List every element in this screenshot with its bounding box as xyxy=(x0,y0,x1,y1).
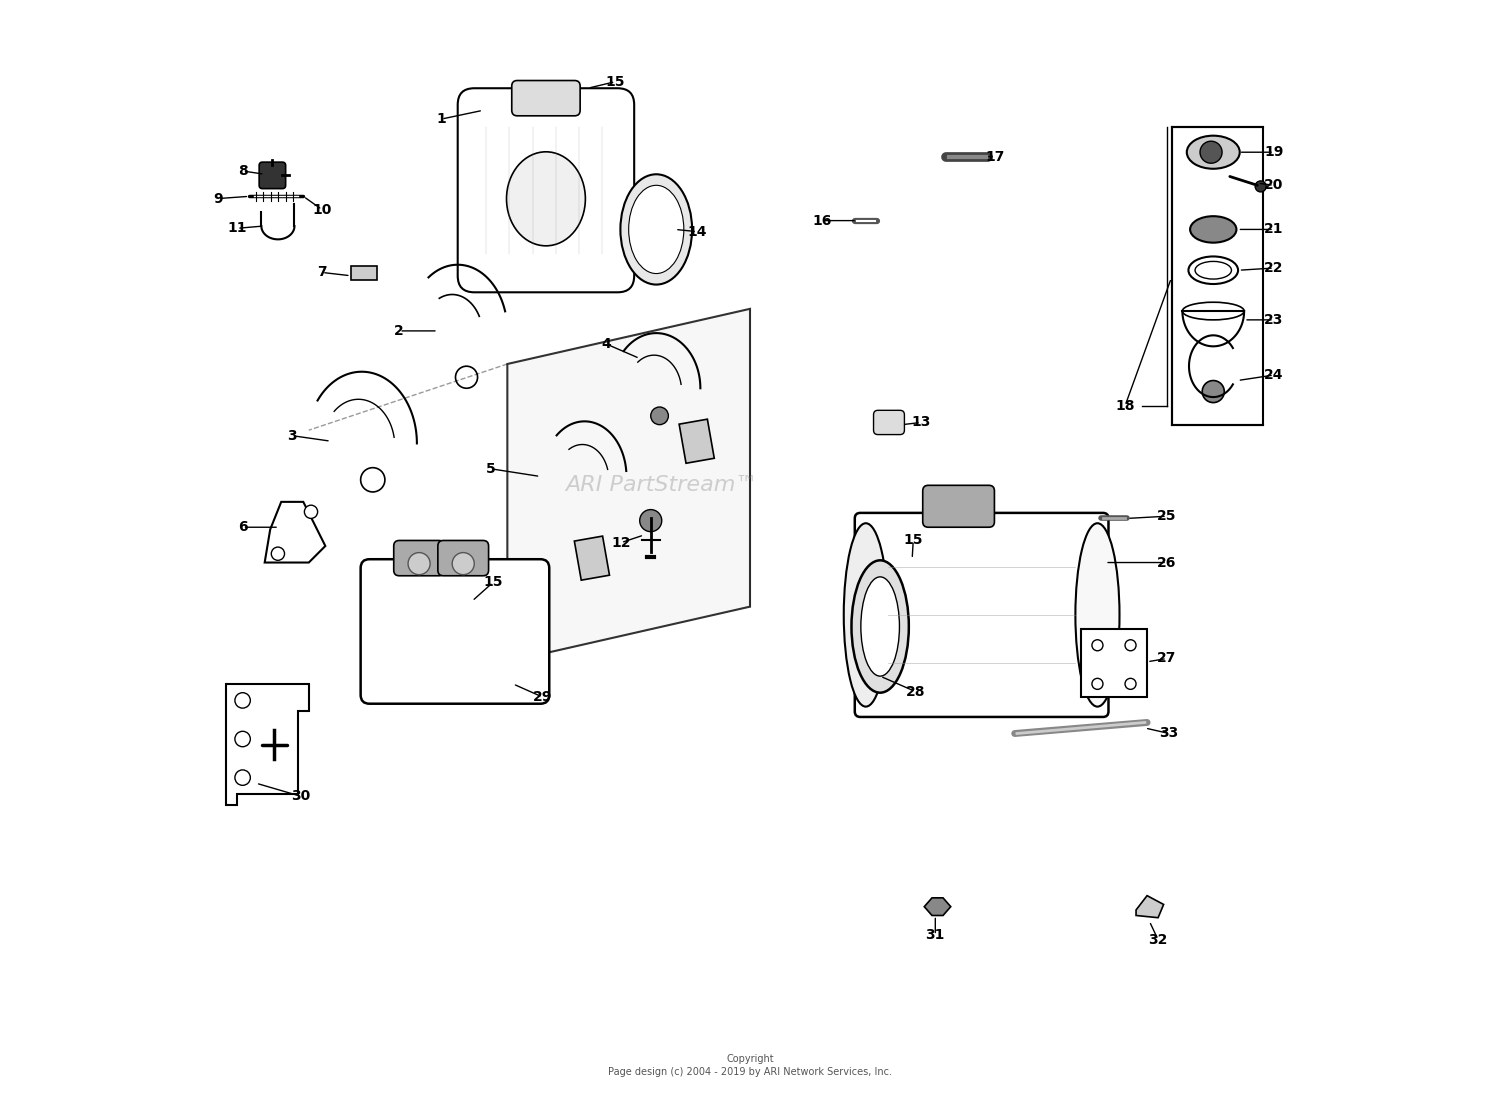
Circle shape xyxy=(639,510,662,532)
Circle shape xyxy=(1092,678,1102,689)
Ellipse shape xyxy=(1188,257,1237,285)
Text: 7: 7 xyxy=(316,266,327,279)
Circle shape xyxy=(236,693,250,708)
Text: 28: 28 xyxy=(906,685,926,698)
Circle shape xyxy=(452,553,474,575)
Text: 15: 15 xyxy=(606,75,625,88)
Ellipse shape xyxy=(1076,523,1119,707)
Text: 2: 2 xyxy=(394,324,404,338)
Bar xyxy=(1082,629,1148,697)
Text: ARI PartStream™: ARI PartStream™ xyxy=(566,475,758,495)
Text: 23: 23 xyxy=(1264,313,1284,326)
Text: 29: 29 xyxy=(532,690,552,704)
Text: 4: 4 xyxy=(602,338,612,351)
Circle shape xyxy=(1092,640,1102,651)
Ellipse shape xyxy=(844,523,888,707)
Ellipse shape xyxy=(1186,136,1239,169)
FancyBboxPatch shape xyxy=(438,540,489,576)
Circle shape xyxy=(236,731,250,747)
Text: 20: 20 xyxy=(1264,179,1284,192)
FancyBboxPatch shape xyxy=(393,540,444,576)
Ellipse shape xyxy=(1182,302,1244,320)
Circle shape xyxy=(1125,640,1136,651)
Text: 15: 15 xyxy=(903,534,922,547)
FancyBboxPatch shape xyxy=(855,513,1108,717)
Ellipse shape xyxy=(852,560,909,693)
Text: 32: 32 xyxy=(1149,933,1168,946)
Polygon shape xyxy=(226,684,309,805)
Circle shape xyxy=(304,505,318,518)
Text: 22: 22 xyxy=(1264,261,1284,275)
Bar xyxy=(574,536,609,580)
FancyBboxPatch shape xyxy=(512,81,580,116)
Text: 8: 8 xyxy=(237,164,248,178)
Ellipse shape xyxy=(621,174,692,285)
Text: 10: 10 xyxy=(312,203,332,216)
Circle shape xyxy=(360,468,386,492)
Text: 30: 30 xyxy=(291,790,310,803)
Ellipse shape xyxy=(861,577,900,676)
Text: 31: 31 xyxy=(926,929,945,942)
Polygon shape xyxy=(1136,896,1164,918)
Text: 33: 33 xyxy=(1160,727,1179,740)
FancyBboxPatch shape xyxy=(873,410,904,435)
FancyBboxPatch shape xyxy=(260,162,285,189)
Text: 9: 9 xyxy=(213,192,223,205)
Circle shape xyxy=(408,553,430,575)
Text: 21: 21 xyxy=(1264,223,1284,236)
Text: Page design (c) 2004 - 2019 by ARI Network Services, Inc.: Page design (c) 2004 - 2019 by ARI Netwo… xyxy=(608,1067,892,1078)
Text: 6: 6 xyxy=(238,521,248,534)
Text: 3: 3 xyxy=(288,429,297,442)
Text: Copyright: Copyright xyxy=(726,1053,774,1064)
Circle shape xyxy=(1202,381,1224,403)
Text: 18: 18 xyxy=(1116,399,1136,413)
Bar xyxy=(680,419,714,463)
Ellipse shape xyxy=(628,185,684,274)
Text: 11: 11 xyxy=(228,222,248,235)
Text: 17: 17 xyxy=(986,150,1005,163)
FancyBboxPatch shape xyxy=(458,88,634,292)
Polygon shape xyxy=(264,502,326,563)
Text: 13: 13 xyxy=(912,416,930,429)
Circle shape xyxy=(236,770,250,785)
Bar xyxy=(351,266,376,280)
FancyBboxPatch shape xyxy=(360,559,549,704)
Circle shape xyxy=(456,366,477,388)
Circle shape xyxy=(651,407,669,425)
Text: 27: 27 xyxy=(1156,652,1176,665)
Text: 1: 1 xyxy=(436,113,445,126)
Text: 14: 14 xyxy=(687,225,706,238)
Text: 25: 25 xyxy=(1156,510,1176,523)
Circle shape xyxy=(1125,678,1136,689)
Text: 24: 24 xyxy=(1264,368,1284,382)
Text: 5: 5 xyxy=(486,462,495,475)
Text: 26: 26 xyxy=(1156,556,1176,569)
Polygon shape xyxy=(924,898,951,915)
Text: 12: 12 xyxy=(610,536,630,549)
Text: 15: 15 xyxy=(483,576,502,589)
Circle shape xyxy=(1200,141,1222,163)
Ellipse shape xyxy=(1190,216,1236,243)
Ellipse shape xyxy=(1196,261,1231,279)
Circle shape xyxy=(272,547,285,560)
Text: 19: 19 xyxy=(1264,146,1284,159)
Bar xyxy=(1173,127,1263,425)
Text: 16: 16 xyxy=(812,214,831,227)
Polygon shape xyxy=(507,309,750,662)
FancyBboxPatch shape xyxy=(922,485,994,527)
Circle shape xyxy=(1256,181,1266,192)
Ellipse shape xyxy=(507,152,585,246)
